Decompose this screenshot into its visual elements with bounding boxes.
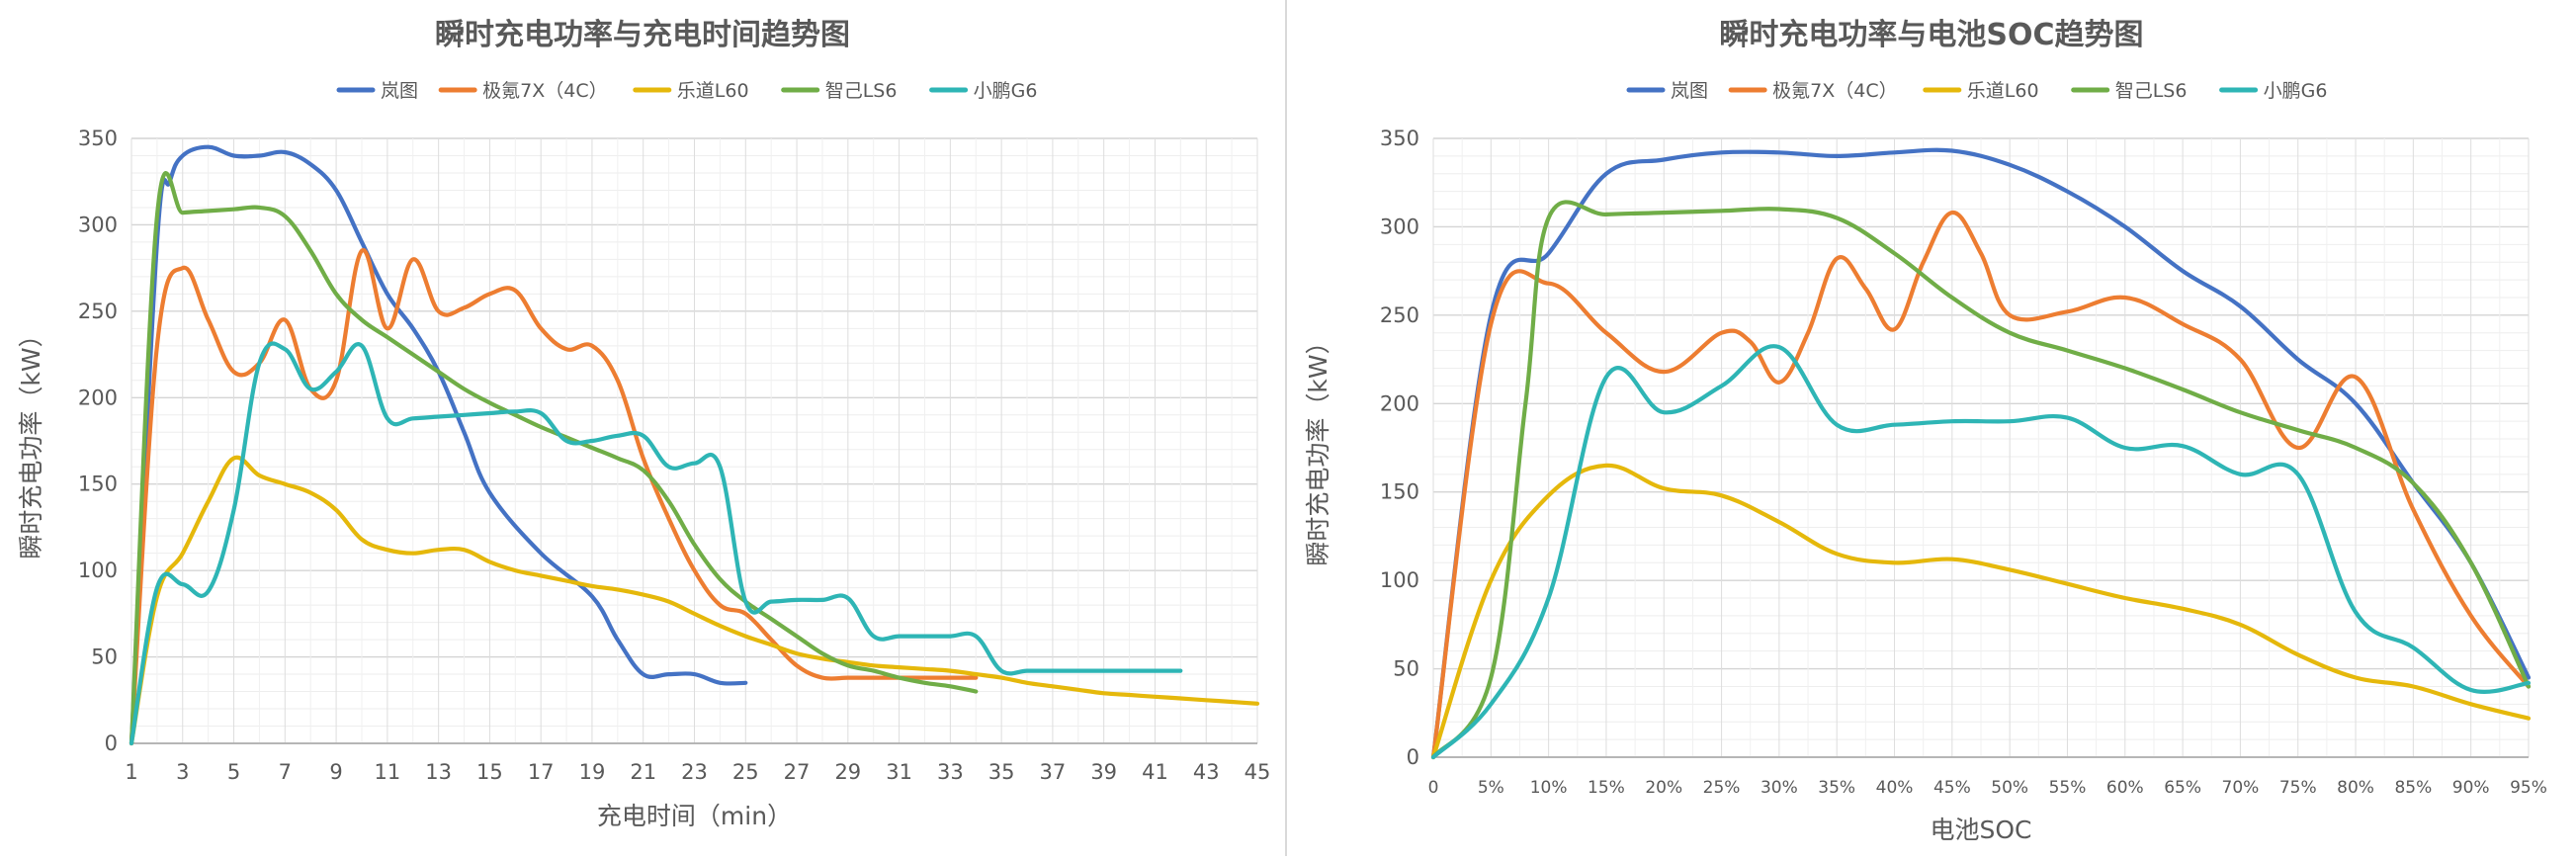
- y-tick-label: 350: [1380, 127, 1419, 150]
- legend-label: 极氪7X（4C）: [482, 80, 607, 102]
- series-line-1: [1430, 147, 2532, 760]
- x-tick-label: 25: [732, 760, 759, 784]
- legend-label: 乐道L60: [677, 80, 749, 102]
- x-tick-label: 50%: [1991, 778, 2028, 798]
- grid: [130, 137, 1258, 744]
- x-tick-label: 1: [125, 760, 137, 784]
- y-tick-label: 100: [78, 559, 118, 582]
- y-tick-label: 200: [78, 386, 118, 409]
- series-line-3: [129, 455, 1260, 746]
- y-tick-label: 100: [1380, 568, 1419, 592]
- chart-title: 瞬时充电功率与充电时间趋势图: [435, 18, 850, 52]
- x-tick-label: 7: [279, 760, 292, 784]
- x-tick-label: 80%: [2337, 778, 2374, 798]
- x-tick-label: 95%: [2510, 778, 2547, 798]
- x-tick-label: 37: [1040, 760, 1067, 784]
- x-tick-label: 45%: [1933, 778, 1971, 798]
- y-tick-label: 150: [78, 473, 118, 496]
- series-line-5: [1430, 344, 2532, 760]
- x-tick-label: 23: [681, 760, 708, 784]
- x-tick-label: 30%: [1760, 778, 1798, 798]
- x-tick-label: 29: [834, 760, 861, 784]
- x-tick-label: 41: [1142, 760, 1168, 784]
- x-tick-label: 33: [937, 760, 964, 784]
- x-tick-label: 35: [988, 760, 1015, 784]
- x-tick-label: 3: [176, 760, 189, 784]
- x-tick-label: 19: [579, 760, 606, 784]
- x-tick-label: 85%: [2394, 778, 2432, 798]
- legend-label: 智己LS6: [2115, 80, 2188, 102]
- y-tick-label: 150: [1380, 480, 1419, 504]
- legend-label: 乐道L60: [1967, 80, 2039, 102]
- x-tick-label: 9: [329, 760, 342, 784]
- y-axis-label: 瞬时充电功率（kW）: [1304, 329, 1332, 565]
- x-tick-label: 15: [476, 760, 503, 784]
- x-tick-label: 45: [1245, 760, 1271, 784]
- x-tick-label: 65%: [2164, 778, 2201, 798]
- x-tick-label: 10%: [1530, 778, 1568, 798]
- x-tick-label: 43: [1193, 760, 1220, 784]
- legend-label: 小鹏G6: [2264, 80, 2328, 102]
- x-axis-label: 充电时间（min）: [597, 802, 792, 830]
- x-tick-label: 15%: [1588, 778, 1625, 798]
- series-line-4: [129, 170, 979, 746]
- x-tick-label: 5: [227, 760, 240, 784]
- chart-title: 瞬时充电功率与电池SOC趋势图: [1719, 18, 2143, 52]
- series-line-2: [129, 248, 979, 746]
- x-tick-label: 70%: [2222, 778, 2260, 798]
- chart-panel-time: 瞬时充电功率与充电时间趋势图岚图 极氪7X（4C） 乐道L60 智己LS6 小鹏G6 0 5…: [0, 0, 1287, 856]
- x-tick-label: 31: [886, 760, 912, 784]
- x-tick-label: 60%: [2106, 778, 2144, 798]
- legend-label: 岚图: [381, 80, 418, 102]
- y-tick-label: 350: [78, 127, 118, 150]
- series-line-3: [1430, 463, 2532, 760]
- y-tick-label: 50: [1393, 657, 1419, 681]
- x-tick-label: 5%: [1478, 778, 1504, 798]
- y-tick-label: 300: [1380, 215, 1419, 238]
- series-line-4: [1430, 200, 2532, 760]
- y-tick-label: 50: [91, 645, 118, 669]
- y-tick-label: 300: [78, 213, 118, 236]
- chart-panel-soc: 瞬时充电功率与电池SOC趋势图岚图 极氪7X（4C） 乐道L60 智己LS6 小鹏G6 0…: [1287, 0, 2576, 856]
- x-tick-label: 20%: [1645, 778, 1682, 798]
- y-tick-label: 200: [1380, 391, 1419, 415]
- x-tick-label: 40%: [1876, 778, 1914, 798]
- legend-label: 智己LS6: [825, 80, 898, 102]
- x-tick-label: 39: [1090, 760, 1117, 784]
- x-axis-label: 电池SOC: [1930, 816, 2031, 844]
- legend-label: 岚图: [1671, 80, 1708, 102]
- x-tick-label: 35%: [1818, 778, 1855, 798]
- y-tick-label: 0: [105, 731, 118, 755]
- x-tick-label: 17: [528, 760, 555, 784]
- x-tick-label: 0: [1428, 778, 1439, 798]
- x-tick-label: 75%: [2279, 778, 2317, 798]
- x-tick-label: 13: [425, 760, 452, 784]
- y-axis-label: 瞬时充电功率（kW）: [17, 322, 45, 559]
- y-tick-label: 0: [1407, 745, 1419, 769]
- y-tick-label: 250: [1380, 303, 1419, 327]
- grid: [1432, 137, 2530, 758]
- legend-label: 极氪7X（4C）: [1772, 80, 1897, 102]
- x-tick-label: 11: [374, 760, 400, 784]
- series-line-5: [129, 341, 1183, 746]
- legend-label: 小鹏G6: [974, 80, 1038, 102]
- x-tick-label: 27: [784, 760, 811, 784]
- x-tick-label: 25%: [1703, 778, 1741, 798]
- x-tick-label: 90%: [2452, 778, 2490, 798]
- x-tick-label: 21: [630, 760, 656, 784]
- series-line-2: [1430, 211, 2532, 760]
- y-tick-label: 250: [78, 300, 118, 323]
- x-tick-label: 55%: [2049, 778, 2087, 798]
